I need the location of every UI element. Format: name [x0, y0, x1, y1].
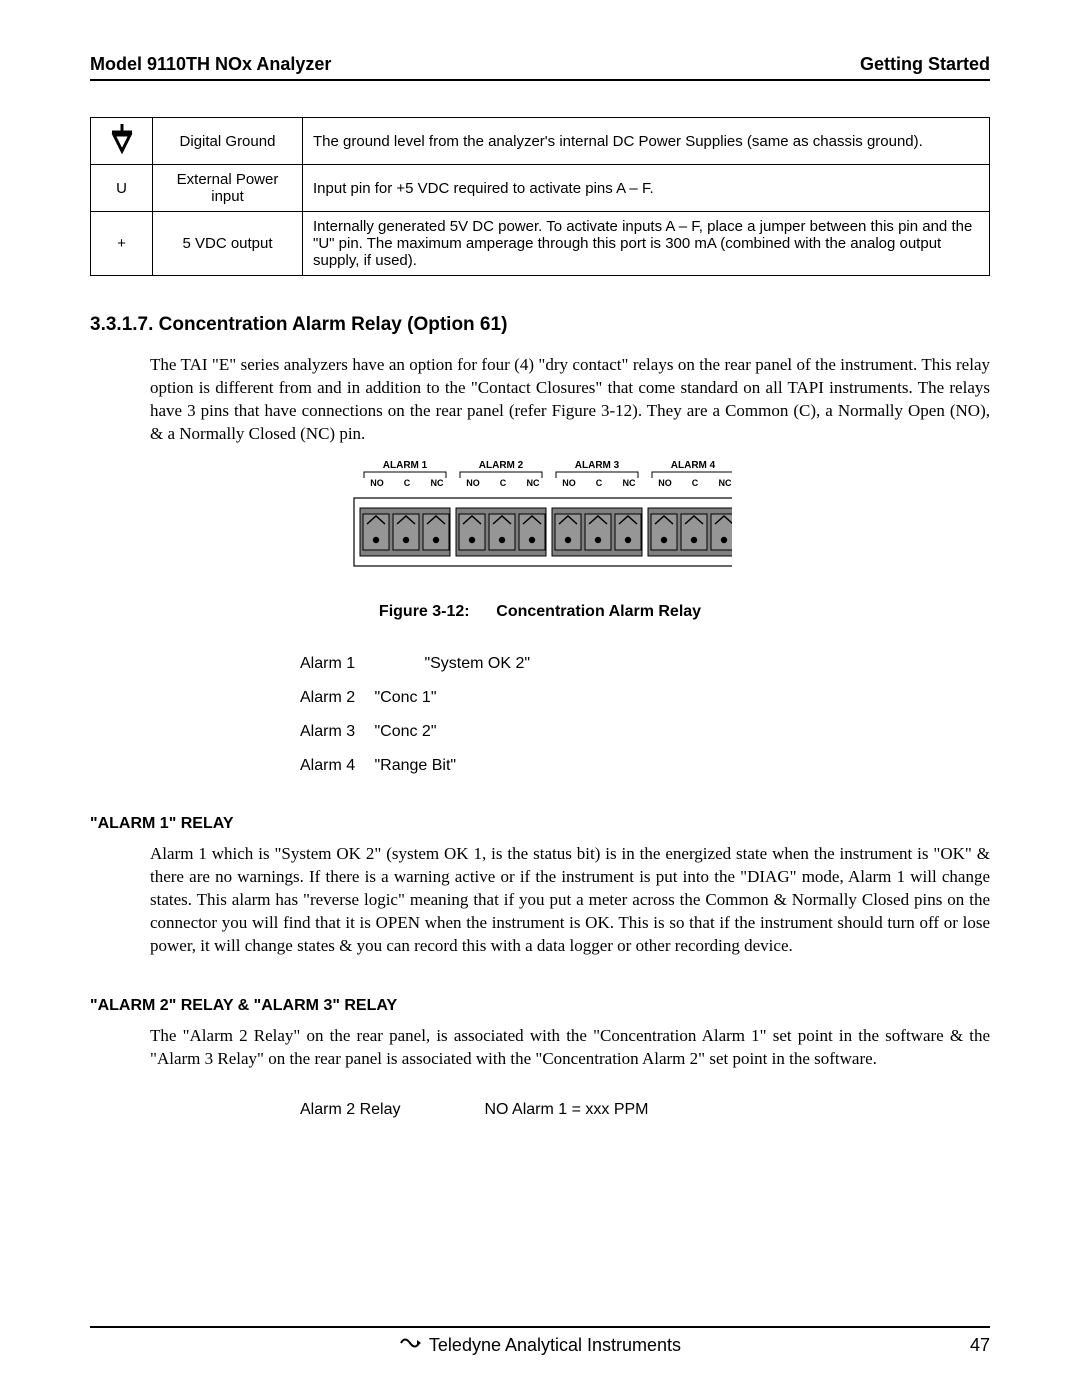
list-item: Alarm 3 "Conc 2" [300, 723, 990, 741]
pin-name: External Power input [153, 165, 303, 212]
svg-text:NC: NC [431, 478, 444, 488]
alarm-value: "Conc 2" [374, 723, 436, 740]
svg-text:NO: NO [562, 478, 576, 488]
svg-text:ALARM 3: ALARM 3 [575, 460, 620, 471]
footer-brand: Teledyne Analytical Instruments [429, 1335, 681, 1356]
pin-name: 5 VDC output [153, 212, 303, 276]
relay-right: NO Alarm 1 = xxx PPM [484, 1101, 648, 1118]
relay-line: Alarm 2 Relay NO Alarm 1 = xxx PPM [300, 1101, 990, 1119]
list-item: Alarm 4 "Range Bit" [300, 757, 990, 775]
section-heading: 3.3.1.7. Concentration Alarm Relay (Opti… [90, 314, 990, 336]
svg-text:C: C [404, 478, 411, 488]
connector-figure: ALARM 1NOCNCALARM 2NOCNCALARM 3NOCNCALAR… [90, 456, 990, 591]
svg-text:ALARM 4: ALARM 4 [671, 460, 716, 471]
figure-label: Figure 3-12: [379, 603, 470, 620]
list-item: Alarm 1 "System OK 2" [300, 655, 990, 673]
connector-diagram: ALARM 1NOCNCALARM 2NOCNCALARM 3NOCNCALAR… [348, 456, 732, 586]
pin-symbol-cell [91, 118, 153, 165]
page-number: 47 [950, 1335, 990, 1356]
alarm1-paragraph: Alarm 1 which is "System OK 2" (system O… [150, 843, 990, 958]
table-row: U External Power input Input pin for +5 … [91, 165, 990, 212]
svg-text:NC: NC [623, 478, 636, 488]
alarm23-paragraph: The "Alarm 2 Relay" on the rear panel, i… [150, 1025, 990, 1071]
alarm-value: "Conc 1" [374, 689, 436, 706]
svg-text:C: C [596, 478, 603, 488]
section-paragraph: The TAI "E" series analyzers have an opt… [150, 354, 990, 446]
footer-center: Teledyne Analytical Instruments [130, 1334, 950, 1357]
relay-left: Alarm 2 Relay [300, 1101, 480, 1119]
pin-table: Digital Ground The ground level from the… [90, 117, 990, 276]
alarm-label: Alarm 1 [300, 655, 420, 673]
ground-icon [109, 124, 135, 154]
alarm1-heading: "ALARM 1" RELAY [90, 815, 990, 833]
header-right: Getting Started [860, 54, 990, 75]
pin-symbol-cell: + [91, 212, 153, 276]
svg-text:C: C [500, 478, 507, 488]
table-row: + 5 VDC output Internally generated 5V D… [91, 212, 990, 276]
pin-symbol-cell: U [91, 165, 153, 212]
svg-text:NO: NO [466, 478, 480, 488]
list-item: Alarm 2 "Conc 1" [300, 689, 990, 707]
svg-text:C: C [692, 478, 699, 488]
alarm-value: "Range Bit" [374, 757, 456, 774]
svg-text:NC: NC [527, 478, 540, 488]
figure-title: Concentration Alarm Relay [496, 603, 701, 620]
pin-name: Digital Ground [153, 118, 303, 165]
page-header: Model 9110TH NOx Analyzer Getting Starte… [90, 54, 990, 81]
header-left: Model 9110TH NOx Analyzer [90, 54, 331, 75]
alarm-value: "System OK 2" [424, 655, 530, 672]
svg-text:ALARM 2: ALARM 2 [479, 460, 524, 471]
teledyne-logo-icon [399, 1334, 421, 1357]
alarm-label: Alarm 2 [300, 689, 370, 707]
figure-caption: Figure 3-12: Concentration Alarm Relay [90, 603, 990, 621]
alarm23-heading: "ALARM 2" RELAY & "ALARM 3" RELAY [90, 997, 990, 1015]
pin-desc: The ground level from the analyzer's int… [303, 118, 990, 165]
svg-text:NO: NO [370, 478, 384, 488]
table-row: Digital Ground The ground level from the… [91, 118, 990, 165]
alarm-label: Alarm 4 [300, 757, 370, 775]
svg-text:NC: NC [719, 478, 732, 488]
pin-desc: Input pin for +5 VDC required to activat… [303, 165, 990, 212]
svg-text:ALARM 1: ALARM 1 [383, 460, 428, 471]
pin-desc: Internally generated 5V DC power. To act… [303, 212, 990, 276]
alarm-label: Alarm 3 [300, 723, 370, 741]
svg-text:NO: NO [658, 478, 672, 488]
alarm-list: Alarm 1 "System OK 2" Alarm 2 "Conc 1" A… [300, 655, 990, 775]
page-footer: Teledyne Analytical Instruments 47 [90, 1326, 990, 1357]
